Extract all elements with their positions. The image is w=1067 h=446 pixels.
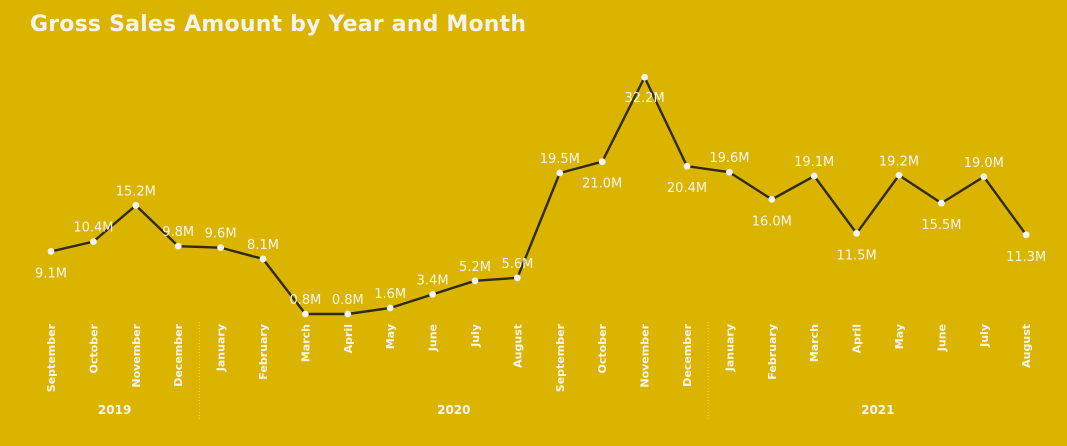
x-tick-label: December (172, 323, 185, 386)
data-label: 9.6M (205, 227, 237, 242)
data-point[interactable] (598, 158, 606, 166)
data-point[interactable] (302, 310, 309, 318)
data-label: 5.2M (459, 260, 491, 275)
x-tick-label: October (596, 323, 609, 373)
data-point[interactable] (132, 202, 140, 209)
data-label: 3.4M (417, 273, 449, 288)
x-tick-label: August (1020, 324, 1033, 368)
data-point[interactable] (853, 229, 860, 237)
data-label: 19.2M (879, 154, 919, 169)
data-label: 20.4M (667, 181, 707, 196)
x-tick-label: April (851, 324, 864, 353)
x-tick-label: June (935, 324, 948, 352)
x-tick-label: February (766, 324, 779, 380)
x-tick-label: March (299, 324, 312, 362)
data-label: 19.0M (964, 156, 1004, 171)
year-label: 2020 (437, 403, 470, 417)
data-point[interactable] (726, 168, 733, 176)
x-tick-label: May (893, 324, 906, 349)
data-label: 19.5M (540, 152, 580, 167)
data-point[interactable] (514, 274, 521, 282)
data-point[interactable] (810, 172, 818, 180)
data-point[interactable] (90, 238, 97, 246)
data-point[interactable] (174, 242, 182, 250)
x-tick-label: November (130, 323, 143, 387)
data-label: 11.3M (1006, 250, 1046, 265)
data-label: 21.0M (582, 177, 622, 192)
data-label: 32.2M (625, 91, 665, 106)
data-point[interactable] (938, 199, 945, 207)
data-point[interactable] (768, 195, 776, 203)
x-tick-label: December (681, 323, 694, 386)
data-label: 9.1M (35, 266, 67, 281)
data-point[interactable] (471, 277, 479, 285)
x-tick-label: April (342, 324, 355, 353)
data-label: 0.8M (289, 293, 321, 308)
data-point[interactable] (980, 173, 988, 181)
data-point[interactable] (386, 304, 394, 312)
series-line (50, 76, 1028, 316)
year-label: 2021 (861, 403, 894, 417)
data-label: 19.6M (709, 151, 749, 166)
data-point[interactable] (344, 310, 352, 318)
x-tick-label: September (554, 323, 567, 392)
x-tick-label: November (639, 323, 652, 387)
data-label: 9.8M (162, 225, 194, 240)
x-tick-label: October (87, 323, 100, 373)
x-tick-label: June (427, 324, 440, 352)
x-tick-label: August (511, 324, 524, 368)
data-label: 5.6M (501, 257, 533, 272)
data-label: 15.2M (116, 184, 156, 199)
data-point[interactable] (895, 171, 903, 179)
year-label: 2019 (98, 403, 131, 417)
x-tick-label: September (45, 323, 58, 392)
x-tick-label: March (808, 324, 821, 362)
data-label: 1.6M (374, 287, 406, 302)
data-point[interactable] (47, 248, 55, 255)
data-point[interactable] (429, 290, 436, 298)
data-label: 0.8M (332, 293, 364, 308)
data-point[interactable] (217, 244, 225, 252)
x-tick-label: July (978, 324, 991, 348)
data-label: 10.4M (73, 221, 113, 236)
data-point[interactable] (259, 255, 267, 263)
x-tick-label: January (723, 324, 736, 372)
x-tick-label: February (257, 324, 270, 380)
x-tick-label: July (469, 324, 482, 348)
data-label: 11.5M (837, 248, 877, 263)
data-label: 16.0M (752, 214, 792, 229)
chart-title: Gross Sales Amount by Year and Month (30, 12, 527, 37)
data-label: 15.5M (921, 218, 961, 233)
x-tick-label: May (384, 324, 397, 349)
data-label: 8.1M (247, 238, 279, 253)
x-tick-label: January (215, 324, 228, 372)
data-point[interactable] (556, 169, 564, 177)
data-point[interactable] (1022, 231, 1030, 239)
data-label: 19.1M (794, 155, 834, 170)
data-point[interactable] (641, 73, 648, 81)
data-point[interactable] (683, 162, 691, 170)
